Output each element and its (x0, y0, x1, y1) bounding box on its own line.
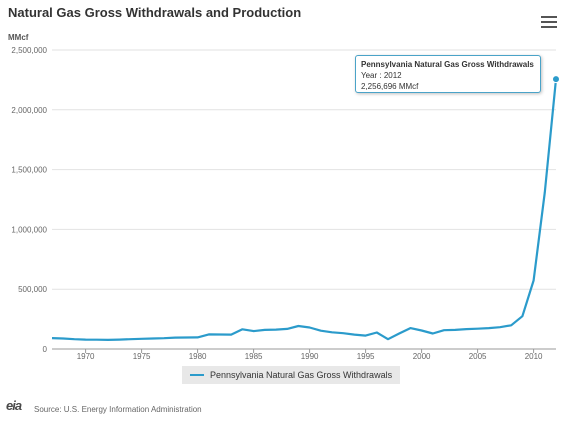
hamburger-icon (541, 26, 557, 28)
data-tooltip: Pennsylvania Natural Gas Gross Withdrawa… (355, 55, 541, 93)
x-tick-label: 1980 (189, 352, 207, 361)
tooltip-value: 2,256,696 MMcf (361, 82, 419, 91)
y-tick-label: 1,000,000 (11, 225, 47, 234)
legend-item[interactable]: Pennsylvania Natural Gas Gross Withdrawa… (182, 366, 401, 384)
y-tick-label: 2,500,000 (11, 46, 47, 55)
legend-label: Pennsylvania Natural Gas Gross Withdrawa… (210, 370, 393, 380)
tooltip-year: Year : 2012 (361, 71, 402, 80)
y-axis-ticks: 0 500,000 1,000,000 1,500,000 2,000,000 2,500… (11, 46, 47, 354)
tooltip-series: Pennsylvania Natural Gas Gross Withdrawa… (361, 60, 534, 69)
hamburger-icon (541, 16, 557, 18)
x-tick-label: 2010 (525, 352, 543, 361)
x-tick-label: 1995 (357, 352, 375, 361)
hamburger-icon (541, 21, 557, 23)
source-credit: Source: U.S. Energy Information Administ… (34, 405, 202, 414)
x-tick-label: 1990 (301, 352, 319, 361)
x-tick-label: 2000 (413, 352, 431, 361)
x-tick-label: 1970 (77, 352, 95, 361)
legend-swatch (190, 374, 204, 376)
eia-logo: eia (6, 398, 22, 413)
y-tick-label: 500,000 (18, 285, 47, 294)
y-tick-label: 1,500,000 (11, 166, 47, 175)
data-point-highlight[interactable] (552, 75, 560, 84)
chart-menu-button[interactable] (541, 16, 557, 30)
eia-logo-text: eia (6, 398, 22, 413)
x-tick-label: 2005 (469, 352, 487, 361)
chart-title: Natural Gas Gross Withdrawals and Produc… (8, 5, 302, 20)
y-tick-label: 0 (43, 345, 48, 354)
grid-lines (52, 49, 556, 350)
series-line (51, 78, 558, 341)
y-axis-unit-label: MMcf (8, 33, 29, 42)
x-axis-ticks: 1970 1975 1980 1985 1990 1995 2000 2005 2010 (77, 349, 543, 361)
series-layer (51, 75, 560, 341)
y-tick-label: 2,000,000 (11, 106, 47, 115)
x-tick-label: 1975 (133, 352, 151, 361)
x-tick-label: 1985 (245, 352, 263, 361)
